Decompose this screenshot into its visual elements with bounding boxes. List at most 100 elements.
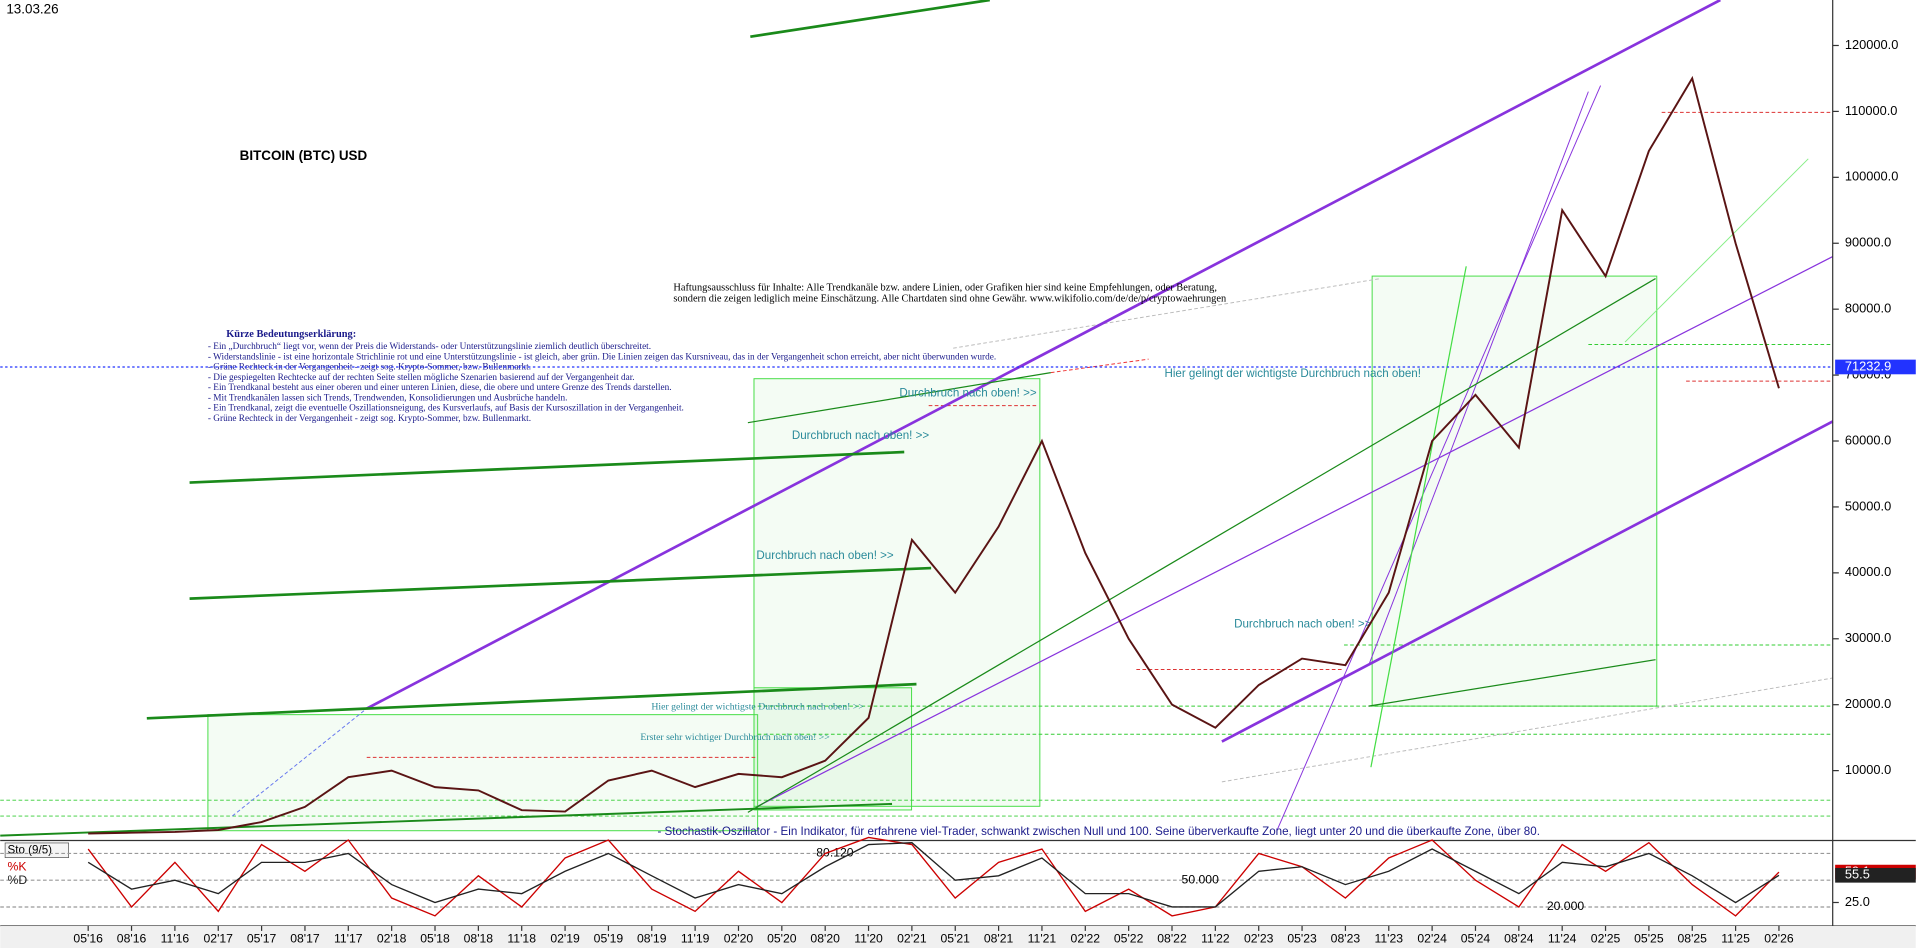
price-line <box>87 842 1780 908</box>
annotation: Durchbruch nach oben! >> <box>792 429 930 442</box>
x-tick-label: 05'19 <box>594 932 624 946</box>
x-tick-label: 11'16 <box>161 932 190 946</box>
y-tick-label: 90000.0 <box>1845 235 1891 250</box>
x-tick-label: 08'16 <box>117 932 147 946</box>
legend-line: - Ein Trendkanal besteht aus einer obere… <box>208 383 672 393</box>
osc-tick-label: 25.0 <box>1845 894 1870 909</box>
x-tick-label: 02'21 <box>897 932 927 946</box>
channel-line <box>1276 85 1602 831</box>
current-price-box <box>1835 359 1916 375</box>
x-tick-label: 05'16 <box>73 932 103 946</box>
trend-line <box>750 0 990 38</box>
osc-level-label: 20.000 <box>1547 899 1585 913</box>
x-tick-label: 02'26 <box>1764 932 1794 946</box>
y-tick-label: 20000.0 <box>1845 696 1891 711</box>
current-price-label: 71232.9 <box>1845 358 1891 373</box>
legend-heading: Kürze Bedeutungserklärung: <box>226 329 356 340</box>
y-tick-label: 100000.0 <box>1845 169 1898 184</box>
y-tick-label: 110000.0 <box>1845 103 1898 118</box>
x-tick-label: 08'18 <box>464 932 494 946</box>
x-tick-label: 02'17 <box>204 932 234 946</box>
legend-line: - Ein „Durchbruch“ liegt vor, wenn der P… <box>208 342 651 352</box>
osc-legend: %K <box>8 860 27 874</box>
legend-line: - Grüne Rechteck in der Vergangenheit - … <box>208 363 531 373</box>
trend-line <box>189 450 905 484</box>
x-tick-label: 11'25 <box>1721 932 1750 946</box>
rect <box>753 687 913 811</box>
indicator-title: Sto (9/5) <box>8 843 53 856</box>
channel-line <box>1624 158 1809 343</box>
legend-line: - Mit Trendkanälen lassen sich Trends, T… <box>208 393 568 403</box>
trend-line <box>1050 358 1149 374</box>
osc-level-label: 50.000 <box>1182 872 1220 886</box>
y-tick-label: 60000.0 <box>1845 432 1891 447</box>
channel-line <box>757 256 1833 807</box>
legend-line: - Ein Trendkanal, zeigt die eventuelle O… <box>208 404 684 414</box>
chart-title: BITCOIN (BTC) USD <box>240 148 368 163</box>
x-axis-band <box>0 926 1916 948</box>
x-tick-label: 05'17 <box>247 932 277 946</box>
y-tick-label: 120000.0 <box>1845 37 1898 52</box>
trend <box>232 708 368 817</box>
disclaimer: Haftungsausschluss für Inhalte: Alle Tre… <box>673 283 1217 294</box>
legend-line: - Widerstandslinie - ist eine horizontal… <box>208 352 996 362</box>
osc-last-box <box>1835 867 1916 883</box>
x-tick-label: 05'20 <box>767 932 797 946</box>
annotation: Erster sehr wichtiger Durchbruch nach ob… <box>640 732 830 743</box>
x-tick-label: 08'21 <box>984 932 1014 946</box>
x-tick-label: 05'25 <box>1634 932 1664 946</box>
x-tick-label: 02'25 <box>1591 932 1621 946</box>
rect <box>1371 275 1658 707</box>
annotation: Durchbruch nach oben! >> <box>1234 617 1372 630</box>
annotation: Hier gelingt der wichtigste Durchbruch n… <box>651 702 864 713</box>
y-tick-label: 80000.0 <box>1845 301 1891 316</box>
x-tick-label: 05'22 <box>1114 932 1144 946</box>
disclaimer: sondern die zeigen lediglich meine Einsc… <box>673 294 1227 305</box>
footnote: - Stochastik-Oszillator - Ein Indikator,… <box>657 825 1539 838</box>
x-tick-label: 02'24 <box>1417 932 1447 946</box>
x-tick-label: 11'22 <box>1201 932 1230 946</box>
x-tick-label: 11'20 <box>854 932 883 946</box>
trend-line <box>189 566 932 600</box>
osc-last-label: 55.5 <box>1845 867 1870 882</box>
x-tick-label: 02'18 <box>377 932 407 946</box>
x-tick-label: 11'17 <box>334 932 363 946</box>
price-line <box>88 75 1780 835</box>
annotation: Hier gelingt der wichtigste Durchbruch n… <box>1164 367 1420 380</box>
y-tick-label: 40000.0 <box>1845 564 1891 579</box>
x-tick-label: 05'24 <box>1461 932 1491 946</box>
trend-line <box>1368 659 1656 707</box>
legend-line: - Die gespiegelten Rechtecke auf der rec… <box>208 373 635 383</box>
trend-line <box>747 278 1656 813</box>
x-tick-label: 02'22 <box>1071 932 1101 946</box>
channels <box>0 0 1834 837</box>
legend-line: - Grüne Rechteck in der Vergangenheit - … <box>208 414 531 424</box>
annotation: Durchbruch nach oben! >> <box>756 549 894 562</box>
x-tick-label: 05'21 <box>941 932 971 946</box>
x-tick-label: 11'18 <box>507 932 536 946</box>
x-tick-label: 08'22 <box>1157 932 1187 946</box>
x-tick-label: 02'20 <box>724 932 754 946</box>
x-tick-label: 11'19 <box>681 932 710 946</box>
x-tick-label: 11'21 <box>1028 932 1057 946</box>
y-tick-label: 30000.0 <box>1845 630 1891 645</box>
x-tick-label: 05'23 <box>1287 932 1317 946</box>
x-tick-label: 11'23 <box>1374 932 1403 946</box>
trend <box>953 278 1381 349</box>
x-tick-label: 11'24 <box>1548 932 1577 946</box>
x-tick-label: 02'19 <box>550 932 580 946</box>
bull-rectangles <box>207 275 1658 832</box>
osc-legend: %D <box>8 873 28 887</box>
date: 13.03.26 <box>6 1 58 16</box>
channel-line <box>1370 266 1467 768</box>
x-tick-label: 05'18 <box>420 932 450 946</box>
x-tick-label: 08'19 <box>637 932 667 946</box>
x-tick-label: 08'23 <box>1331 932 1361 946</box>
x-tick-label: 08'25 <box>1678 932 1708 946</box>
trend-line <box>0 802 893 837</box>
x-tick-label: 08'17 <box>290 932 320 946</box>
annotation: Durchbruch nach oben! >> <box>899 386 1037 399</box>
